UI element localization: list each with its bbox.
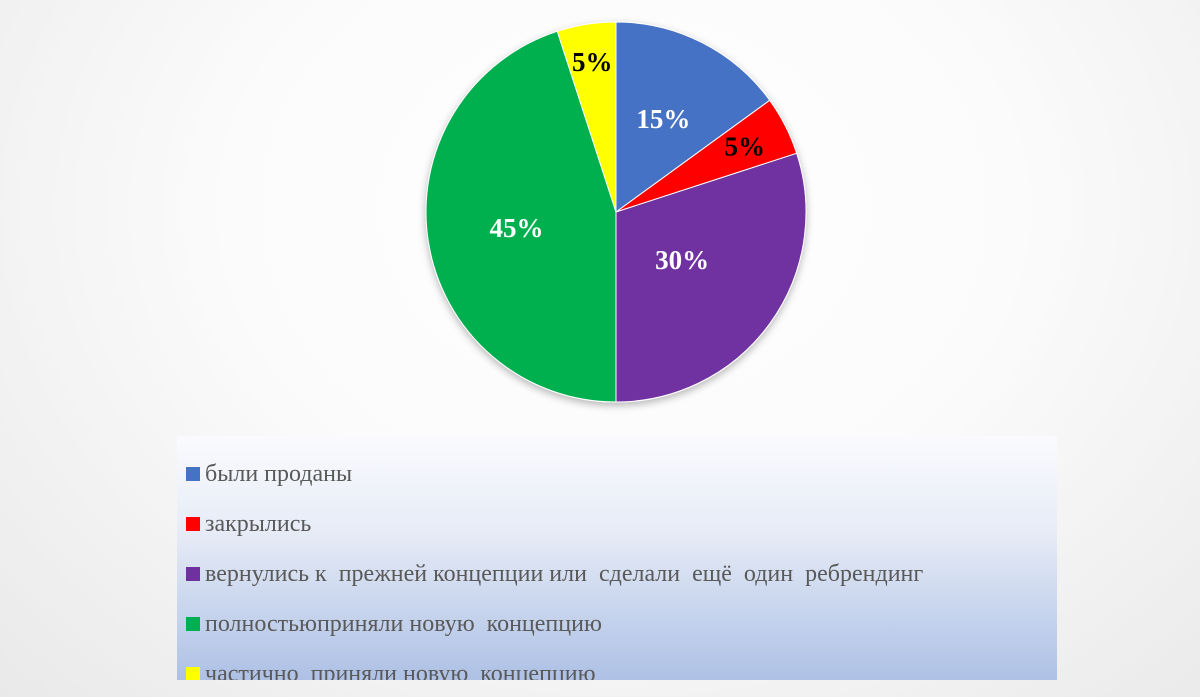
- legend-label: вернулись к прежней концепции или сделал…: [205, 560, 924, 587]
- slice-value-label: 15%: [636, 104, 690, 134]
- slice-value-label: 45%: [490, 213, 544, 243]
- legend-item: закрылись: [177, 499, 1057, 549]
- legend: были проданы закрылись вернулись к прежней…: [177, 436, 1057, 680]
- legend-item: частично приняли новую концепцию: [177, 649, 1057, 680]
- pie-chart: 15% 5% 30% 45% 5%: [425, 21, 807, 403]
- legend-item: вернулись к прежней концепции или сделал…: [177, 549, 1057, 599]
- slice-value-label: 30%: [655, 245, 709, 275]
- slice-value-label: 5%: [724, 131, 765, 161]
- legend-swatch: [186, 567, 200, 581]
- legend-swatch: [186, 617, 200, 631]
- pie-slice: [556, 21, 617, 213]
- legend-item: полностьюприняли новую концепцию: [177, 599, 1057, 649]
- legend-label: частично приняли новую концепцию: [205, 660, 596, 681]
- legend-swatch: [186, 467, 200, 481]
- legend-label: закрылись: [205, 510, 312, 537]
- pie-slice: [615, 21, 771, 213]
- legend-label: были проданы: [205, 460, 353, 487]
- pie-slice: [425, 30, 617, 403]
- legend-swatch: [186, 517, 200, 531]
- legend-swatch: [186, 667, 200, 680]
- legend-item: были проданы: [177, 449, 1057, 499]
- slice-value-label: 5%: [572, 47, 613, 77]
- pie-slice: [615, 152, 807, 403]
- legend-label: полностьюприняли новую концепцию: [205, 610, 602, 637]
